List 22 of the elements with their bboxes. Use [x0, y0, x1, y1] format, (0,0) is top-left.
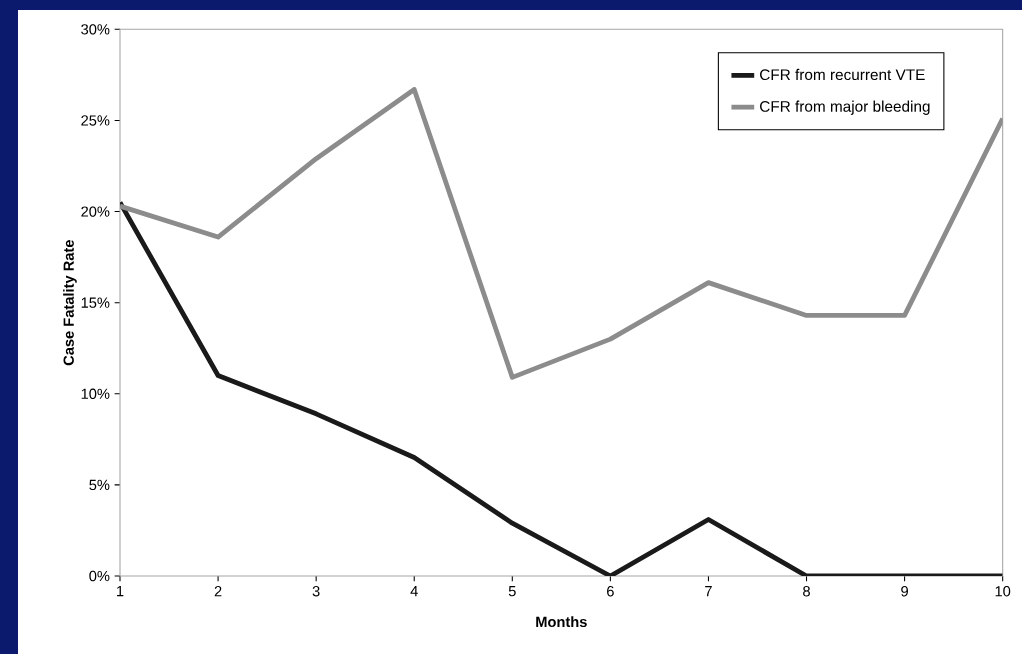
- x-tick-label: 10: [995, 586, 1011, 597]
- x-tick-label: 6: [607, 586, 614, 597]
- legend-label: CFR from recurrent VTE: [760, 68, 925, 81]
- legend-label: CFR from major bleeding: [760, 100, 930, 115]
- x-tick-label: 9: [901, 586, 908, 597]
- x-tick-label: 2: [214, 586, 222, 597]
- y-tick-label: 15%: [81, 297, 110, 308]
- x-axis-title: Months: [536, 616, 587, 628]
- x-tick-label: 5: [508, 586, 516, 597]
- x-tick-label: 3: [312, 586, 320, 597]
- x-tick-label: 4: [410, 586, 418, 597]
- y-axis-title: Case Fatality Rate: [63, 240, 77, 366]
- y-tick-label: 30%: [81, 24, 110, 35]
- y-tick-label: 0%: [89, 570, 110, 582]
- y-tick-label: 25%: [81, 115, 110, 126]
- y-tick-label: 20%: [81, 206, 110, 217]
- y-tick-label: 10%: [81, 388, 110, 399]
- x-tick-label: 7: [705, 586, 712, 597]
- x-tick-label: 8: [803, 586, 810, 597]
- line-series: [120, 87, 1003, 380]
- y-tick-label: 5%: [89, 479, 110, 491]
- x-tick-label: 1: [117, 586, 124, 597]
